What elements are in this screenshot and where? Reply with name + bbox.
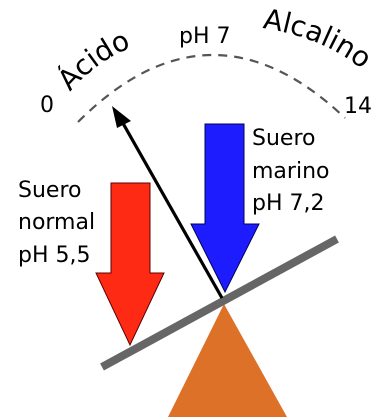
normal-serum-label-line1: Suero bbox=[18, 178, 81, 203]
scale-label-neutral: pH 7 bbox=[179, 24, 231, 49]
ph-pointer-arrow bbox=[118, 117, 224, 299]
sea-serum-label: Suero marino pH 7,2 bbox=[252, 126, 336, 216]
scale-label-alkaline: Alcalino bbox=[261, 2, 378, 75]
normal-serum-label-line3: pH 5,5 bbox=[18, 243, 91, 268]
normal-serum-arrow bbox=[95, 182, 165, 347]
scale-max-label: 14 bbox=[344, 94, 372, 119]
scale-min-label: 0 bbox=[40, 93, 54, 118]
ph-scale-arc bbox=[77, 53, 346, 123]
sea-serum-label-line3: pH 7,2 bbox=[252, 191, 325, 216]
sea-serum-label-line2: marino bbox=[252, 159, 329, 184]
normal-serum-label: Suero normal pH 5,5 bbox=[18, 178, 102, 268]
balance-beam bbox=[100, 235, 339, 371]
sea-serum-label-line1: Suero bbox=[252, 126, 315, 151]
normal-serum-label-line2: normal bbox=[18, 210, 95, 235]
ph-pointer-arrowhead bbox=[112, 106, 131, 128]
fulcrum-triangle bbox=[168, 304, 287, 417]
sea-serum-arrow bbox=[190, 123, 260, 294]
